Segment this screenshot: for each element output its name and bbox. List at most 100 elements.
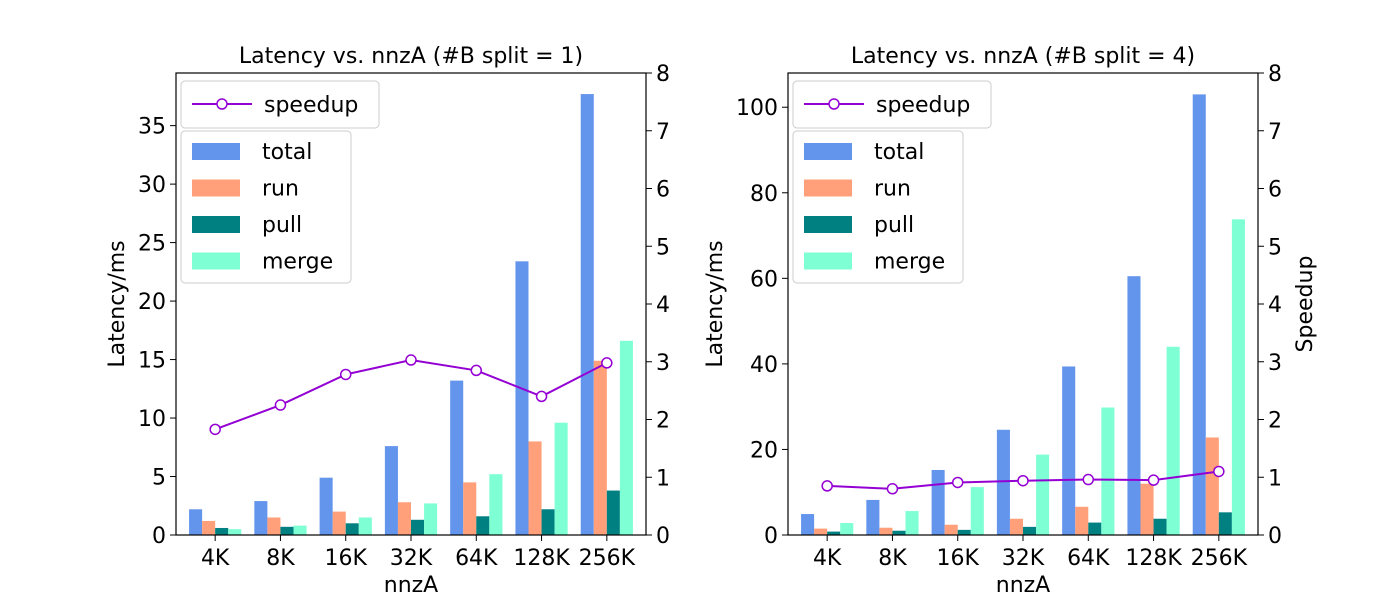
speedup-point	[1147, 474, 1160, 486]
bar-run	[879, 527, 893, 535]
bar-pull	[957, 529, 971, 535]
x-tick-label: 256K	[579, 546, 636, 571]
bar-merge	[619, 340, 633, 535]
legend-swatch-pull	[192, 216, 240, 233]
bar-run	[944, 524, 958, 535]
legend-label-pull: pull	[262, 213, 302, 238]
x-axis-label: nnzA	[996, 573, 1050, 598]
legend-swatch-total	[804, 143, 852, 160]
bar-pull	[476, 516, 490, 535]
legend-swatch-merge	[804, 252, 852, 270]
legend-box-bars	[792, 130, 964, 284]
legend-label-run: run	[262, 177, 299, 202]
bar-pull	[1218, 512, 1232, 535]
bar-total	[450, 380, 464, 535]
legend-swatch-total	[192, 143, 240, 160]
bar-pull	[1023, 526, 1037, 535]
y-tick-label: 25	[138, 232, 166, 257]
x-tick-label: 128K	[513, 546, 570, 571]
axes-group: 0 20 40 60 80 100 0 1 2 3 4 5 6 7 8 4K 8K 16K 32K 64K 128K 25…	[736, 62, 1282, 571]
legend-box-speedup	[792, 80, 992, 129]
bar-merge	[554, 422, 568, 535]
bar-pull	[215, 527, 229, 535]
speedup-point	[1213, 465, 1225, 478]
speedup-point	[1017, 474, 1029, 487]
bar-merge	[1166, 346, 1180, 535]
bar-total	[866, 499, 880, 535]
x-tick-label: 8K	[878, 546, 907, 571]
bar-run	[1205, 437, 1219, 535]
legend-marker-speedup	[216, 98, 228, 110]
bar-pull	[411, 519, 425, 535]
x-tick-label: 256K	[1191, 546, 1248, 571]
bar-run	[1009, 518, 1023, 535]
x-tick-label: 4K	[201, 546, 230, 571]
x-axis-label: nnzA	[384, 573, 438, 598]
bar-merge	[228, 529, 242, 535]
bar-run	[593, 360, 607, 535]
speedup-line-group	[209, 354, 613, 436]
bar-total	[515, 261, 529, 535]
y-tick-label: 0	[764, 524, 778, 549]
y2-tick-label: 1	[656, 466, 670, 491]
chart-title: Latency vs. nnzA (#B split = 1)	[239, 44, 583, 69]
axes-group: 0 5 10 15 20 25 30 35 0 1 2 3 4 5 6 7 8 4K 8K 16K 32K 64K 128K…	[138, 62, 670, 571]
y2-tick-label: 6	[656, 178, 670, 203]
y-tick-label: 15	[138, 349, 166, 374]
y2-tick-label: 3	[656, 351, 670, 376]
bar-merge	[424, 503, 438, 535]
y-axis-label: Latency/ms	[105, 240, 130, 367]
speedup-line-group	[821, 465, 1225, 495]
bar-total	[319, 477, 333, 535]
y2-tick-label: 8	[656, 62, 670, 87]
y-tick-label: 5	[152, 466, 166, 491]
y2-tick-label: 2	[656, 409, 670, 434]
legend-label-speedup: speedup	[876, 93, 970, 118]
y2-tick-label: 5	[656, 235, 670, 260]
y-axis-label: Latency/ms	[703, 240, 728, 367]
bar-total	[189, 509, 203, 535]
bar-pull	[827, 531, 841, 535]
bar-merge	[293, 525, 307, 535]
bar-total	[801, 514, 815, 535]
legend-label-total: total	[262, 140, 312, 165]
x-tick-label: 16K	[325, 546, 368, 571]
bars-group	[189, 94, 633, 536]
bar-run	[397, 502, 411, 535]
bar-total	[1062, 366, 1076, 535]
bar-merge	[1101, 407, 1115, 535]
y-tick-label: 10	[138, 407, 166, 432]
x-tick-label: 32K	[1002, 546, 1045, 571]
bar-pull	[345, 523, 359, 535]
legend: speedup total run pull merge	[792, 80, 992, 284]
bar-run	[1140, 483, 1154, 535]
y-tick-label: 60	[750, 267, 778, 292]
bar-run	[1075, 506, 1089, 535]
legend-label-merge: merge	[262, 250, 333, 275]
bar-run	[814, 528, 828, 535]
speedup-point	[1082, 473, 1095, 486]
y-tick-label: 80	[750, 182, 778, 207]
y2-tick-label: 2	[1268, 409, 1282, 434]
y2-tick-label: 0	[656, 524, 670, 549]
bar-total	[254, 501, 268, 535]
bar-total	[996, 429, 1010, 535]
bar-merge	[489, 474, 503, 535]
chart-title: Latency vs. nnzA (#B split = 4)	[851, 44, 1195, 69]
y2-tick-label: 7	[1268, 120, 1282, 145]
y-tick-label: 30	[138, 173, 166, 198]
x-tick-label: 16K	[937, 546, 980, 571]
legend-swatch-pull	[804, 216, 852, 233]
legend-label-run: run	[874, 177, 911, 202]
y2-tick-label: 4	[1268, 293, 1282, 318]
legend-swatch-run	[192, 179, 240, 197]
legend-swatch-merge	[192, 252, 240, 270]
legend-label-pull: pull	[874, 213, 914, 238]
chart-panel-left: Latency vs. nnzA (#B split = 1) nnzA Lat…	[105, 44, 670, 598]
bar-pull	[280, 526, 294, 535]
speedup-point	[209, 423, 221, 436]
speedup-point	[821, 480, 833, 492]
bar-merge	[1231, 219, 1245, 536]
y2-tick-label: 6	[1268, 178, 1282, 203]
speedup-point	[951, 476, 964, 489]
